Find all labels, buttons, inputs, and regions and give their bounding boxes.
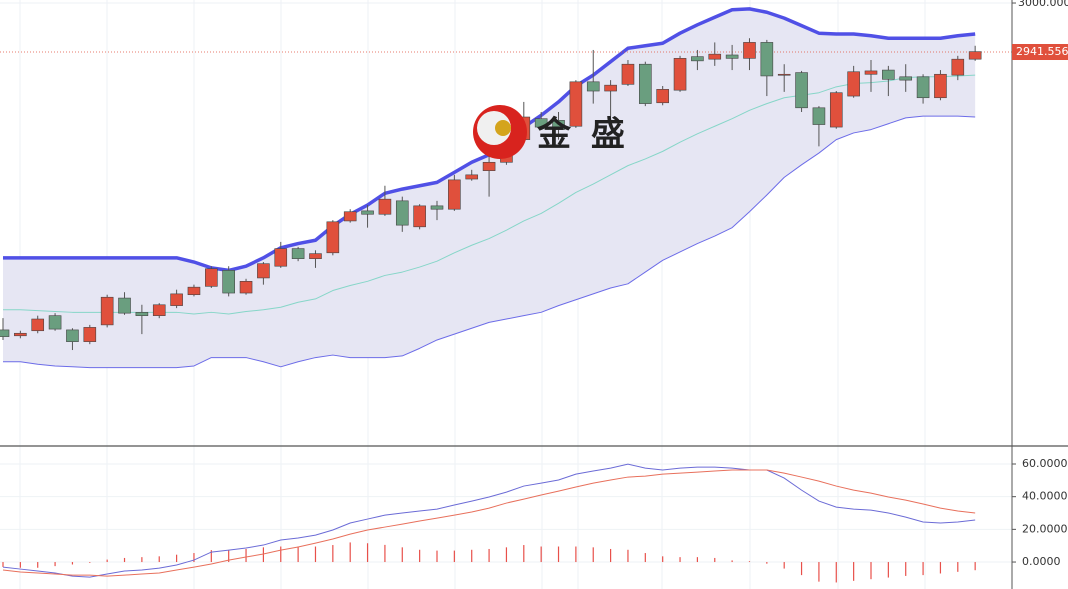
candle-body xyxy=(586,81,600,92)
candle-body xyxy=(118,297,131,314)
logo-inner xyxy=(477,111,511,145)
candle-body xyxy=(378,198,392,215)
last-price-box xyxy=(1012,44,1068,61)
macd-panel xyxy=(0,463,1012,583)
candle-body xyxy=(291,248,305,259)
candle-body xyxy=(343,211,357,222)
candle-body xyxy=(31,318,45,332)
candle-body xyxy=(847,71,860,97)
candle-body xyxy=(656,89,669,104)
candle-body xyxy=(361,210,374,215)
candle-body xyxy=(205,268,218,287)
candle-body xyxy=(239,280,253,294)
candle-body xyxy=(66,329,79,342)
candle-body xyxy=(934,73,947,99)
candle-body xyxy=(222,270,235,294)
candle-body xyxy=(552,120,565,130)
candle-body xyxy=(916,76,930,99)
candle-body xyxy=(829,92,843,128)
y-tick-label: 3000.0000 xyxy=(1018,0,1068,9)
candle-body xyxy=(639,63,652,104)
macd-line xyxy=(2,469,976,577)
logo-coin xyxy=(495,120,511,136)
candle-body xyxy=(100,296,114,326)
lower-band xyxy=(3,115,976,369)
candle-body xyxy=(0,329,10,337)
y-tick-label: 40.0000 xyxy=(1022,490,1068,503)
candle-body xyxy=(795,72,808,109)
y-tick-label: 20.0000 xyxy=(1022,522,1068,535)
watermark-text: 金 盛 xyxy=(536,115,629,155)
candle-body xyxy=(448,179,461,210)
candle-body xyxy=(968,51,982,60)
candle-body xyxy=(569,81,583,127)
candle-body xyxy=(326,221,340,254)
last-price-label: 2941.556 xyxy=(1016,45,1068,58)
candle-body xyxy=(430,205,444,210)
candle-body xyxy=(864,70,878,75)
watermark: 金 盛 xyxy=(473,105,629,159)
candle-body xyxy=(899,76,913,81)
candle-body xyxy=(691,56,704,62)
candle-body xyxy=(743,42,756,59)
candle-body xyxy=(725,54,739,59)
candle-body xyxy=(777,73,791,76)
candle-body xyxy=(673,58,687,91)
candle-body xyxy=(309,253,322,259)
candle-body xyxy=(257,263,270,279)
y-tick-label: 0.0000 xyxy=(1022,555,1061,568)
candle-body xyxy=(760,42,774,77)
candle-body xyxy=(135,312,149,316)
candle-body xyxy=(395,200,409,226)
candle-body xyxy=(413,205,426,228)
candle-body xyxy=(708,53,722,60)
candle-body xyxy=(187,286,201,296)
y-tick-label: 60.0000 xyxy=(1022,457,1068,470)
candle-body xyxy=(465,174,479,180)
candle-body xyxy=(621,63,635,85)
candle-body xyxy=(48,315,62,330)
candle-body xyxy=(152,304,166,316)
candle-body xyxy=(274,248,288,267)
candle-body xyxy=(812,107,826,125)
candle-body xyxy=(170,293,183,306)
price-panel xyxy=(0,2,1012,369)
candle-body xyxy=(482,161,496,171)
candle-body xyxy=(83,327,97,342)
candle-body xyxy=(14,332,27,337)
candle-body xyxy=(882,69,895,80)
candle-body xyxy=(534,118,548,128)
macd-line xyxy=(2,463,976,578)
candle-body xyxy=(604,84,617,92)
candle-body xyxy=(951,58,965,76)
